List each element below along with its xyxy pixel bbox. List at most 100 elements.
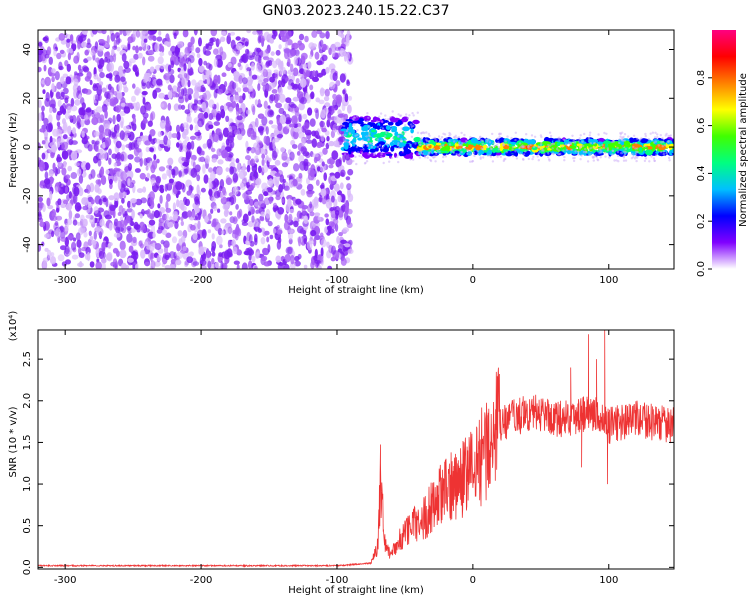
spectrogram-cell [219, 179, 225, 189]
spectrogram-cell [530, 134, 534, 137]
spectrogram-cell [521, 157, 525, 161]
spectrogram-x-tick-label: -100 [326, 275, 349, 286]
spectrogram-cell [404, 124, 407, 127]
spectrogram-cell [662, 150, 666, 153]
spectrogram-cell [496, 155, 499, 158]
spectrogram-cell [319, 184, 325, 189]
spectrogram-cell [222, 203, 230, 211]
spectrogram-cell [53, 43, 58, 51]
spectrogram-cell [198, 157, 202, 162]
spectrogram-cell [303, 122, 310, 130]
spectrogram-cell [142, 97, 146, 105]
spectrogram-cell [329, 207, 335, 212]
spectrogram-cell [445, 136, 448, 140]
spectrogram-cell [548, 131, 552, 134]
spectrogram-cell [225, 167, 230, 172]
spectrogram-cell [384, 145, 388, 151]
spectrogram-cell [232, 173, 238, 183]
spectrogram-cell [316, 30, 323, 35]
spectrogram-cell [140, 249, 146, 259]
spectrogram-cell [390, 156, 393, 160]
spectrogram-cell [172, 166, 179, 176]
spectrogram-cell [572, 159, 576, 163]
spectrogram-cell [425, 144, 429, 147]
spectrogram-cell [77, 247, 82, 255]
spectrogram-cell [97, 45, 105, 52]
spectrogram-cell [158, 92, 166, 99]
spectrogram-cell [267, 109, 275, 118]
spectrogram-cell [66, 38, 71, 43]
spectrogram-cell [425, 138, 428, 141]
spectrogram-cell [381, 127, 385, 130]
spectrogram-cell [180, 104, 186, 110]
spectrogram-cell [584, 150, 588, 153]
spectrogram-cell [154, 243, 162, 250]
colorbar-tick-label: 0.4 [696, 165, 707, 181]
spectrogram-cell [42, 260, 47, 269]
spectrogram-cell [196, 233, 201, 240]
spectrogram-cell [496, 137, 499, 140]
spectrogram-cell [522, 153, 526, 156]
spectrogram-cell [439, 144, 443, 147]
spectrogram-cell [644, 132, 647, 136]
spectrogram-cell [312, 70, 316, 77]
snr-y-tick-label: 0.0 [22, 559, 33, 575]
spectrogram-cell [351, 117, 355, 121]
spectrogram-cell [323, 95, 330, 102]
spectrogram-cell [65, 76, 72, 85]
spectrogram-cell [667, 156, 671, 160]
spectrogram-cell [304, 35, 309, 43]
spectrogram-cell [280, 78, 286, 88]
spectrogram-cell [46, 249, 52, 259]
spectrogram-cell [277, 236, 282, 244]
spectrogram-cell [486, 147, 490, 151]
spectrogram-cell [271, 124, 278, 129]
spectrogram-cell [161, 173, 167, 180]
spectrogram-cell [296, 151, 301, 156]
spectrogram-cell [337, 195, 342, 203]
spectrogram-cell [332, 99, 337, 109]
spectrogram-cell [176, 199, 180, 208]
spectrogram-cell [235, 158, 240, 164]
spectrogram-cell [382, 161, 385, 165]
spectrogram-x-tick-label: -300 [54, 275, 77, 286]
spectrogram-cell [99, 134, 104, 140]
spectrogram-cell [225, 177, 233, 186]
spectrogram-cell [155, 175, 162, 184]
spectrogram-cell [63, 121, 68, 132]
spectrogram-cell [120, 153, 125, 162]
spectrogram-cell [539, 134, 543, 137]
spectrogram-cell [339, 73, 346, 83]
spectrogram-cell [120, 102, 126, 107]
spectrogram-cell [278, 184, 283, 193]
spectrogram-cell [51, 83, 55, 93]
spectrogram-cell [84, 49, 89, 56]
spectrogram-cell [275, 102, 282, 109]
colorbar: 0.00.20.40.60.8 Normalized spectral ampl… [696, 30, 749, 277]
spectrogram-cell [134, 224, 141, 230]
spectrogram-cell [264, 230, 270, 236]
spectrogram-cell [152, 233, 156, 238]
spectrogram-cell [70, 105, 78, 112]
spectrogram-cell [548, 159, 551, 162]
spectrogram-cell [298, 172, 303, 179]
spectrogram-cell [115, 105, 121, 113]
spectrogram-cell [343, 153, 347, 156]
spectrogram-cell [376, 138, 379, 141]
spectrogram-cell [452, 147, 455, 150]
spectrogram-cell [154, 42, 160, 53]
spectrogram-cell [321, 127, 328, 133]
spectrogram-cell [38, 99, 42, 108]
spectrogram-cell [77, 221, 81, 226]
spectrogram-cell [614, 141, 619, 147]
spectrogram-cell [263, 135, 268, 145]
spectrogram-cell [290, 103, 297, 109]
spectrogram-cell [588, 139, 594, 144]
spectrogram-cell [274, 172, 281, 177]
spectrogram-cell [112, 53, 117, 63]
spectrogram-cell [98, 39, 105, 44]
spectrogram-cell [183, 168, 189, 174]
spectrogram-cell [132, 264, 136, 269]
spectrogram-cell [140, 197, 147, 204]
spectrogram-cell [319, 232, 324, 238]
